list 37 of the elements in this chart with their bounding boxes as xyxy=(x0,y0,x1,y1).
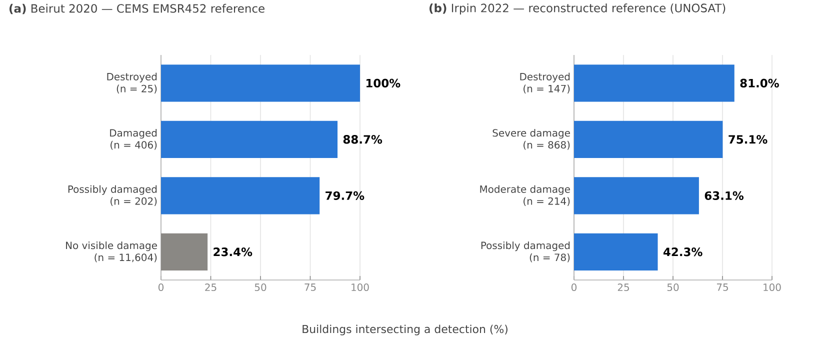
data-label: 81.0% xyxy=(740,78,779,88)
x-tick-label: 0 xyxy=(158,284,164,292)
x-tick-label: 100 xyxy=(764,284,781,292)
bar xyxy=(161,120,338,158)
y-tick-label: Damaged (n = 406) xyxy=(110,128,157,150)
y-tick-label: Possibly damaged (n = 78) xyxy=(481,241,570,262)
x-tick-label: 50 xyxy=(254,284,266,292)
x-tick-label: 25 xyxy=(618,284,629,292)
x-tick-label: 100 xyxy=(352,284,369,292)
bar xyxy=(161,233,208,270)
bar xyxy=(574,120,723,158)
y-tick-label: Possibly damaged (n = 202) xyxy=(68,185,157,206)
data-label: 88.7% xyxy=(343,135,382,144)
y-tick-label: Moderate damage (n = 214) xyxy=(480,185,570,206)
x-tick-label: 75 xyxy=(716,284,728,291)
data-label: 63.1% xyxy=(704,191,744,200)
data-label: 75.1% xyxy=(728,135,768,144)
chart-title: (a) Beirut 2020 — CEMS EMSR452 reference xyxy=(10,4,264,14)
bar xyxy=(574,64,734,102)
x-tick-label: 75 xyxy=(304,284,316,291)
data-label: 23.4% xyxy=(214,248,252,256)
x-tick-label: 25 xyxy=(205,284,216,292)
bar xyxy=(161,64,360,102)
y-tick-label: Severe damage (n = 868) xyxy=(492,128,570,150)
bar xyxy=(161,177,320,214)
data-label: 42.3% xyxy=(663,248,702,256)
data-label: 100% xyxy=(366,78,400,88)
bar xyxy=(574,233,658,270)
y-tick-label: No visible damage (n = 11,604) xyxy=(66,241,157,262)
x-axis-title: Buildings intersecting a detection (%) xyxy=(302,324,508,336)
x-tick-label: 50 xyxy=(667,284,679,292)
x-tick-label: 0 xyxy=(571,284,577,292)
y-tick-label: Destroyed (n = 147) xyxy=(520,72,570,94)
chart-title: (b) Irpin 2022 — reconstructed reference (UNOSAT) xyxy=(430,3,726,15)
bar xyxy=(574,177,699,214)
data-label: 79.7% xyxy=(326,191,364,200)
y-tick-label: Destroyed (n = 25) xyxy=(107,72,157,94)
